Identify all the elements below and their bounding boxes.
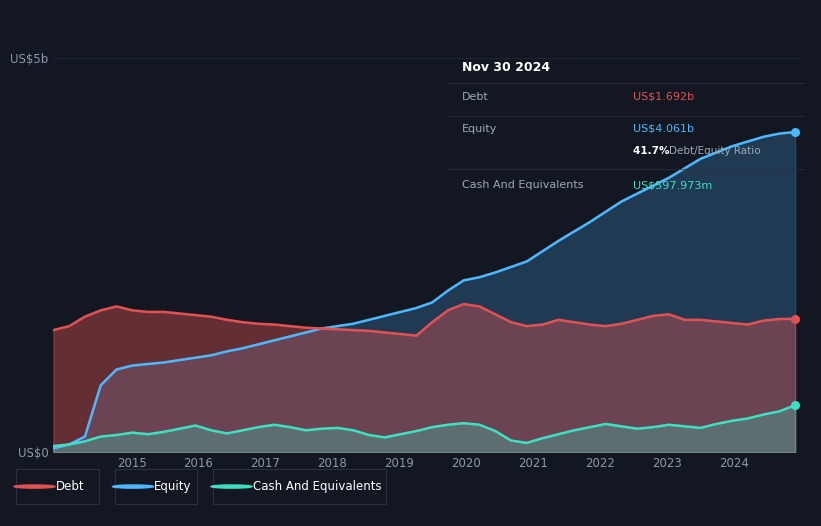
Text: Debt: Debt	[461, 92, 488, 102]
Text: Cash And Equivalents: Cash And Equivalents	[253, 480, 382, 493]
Text: Cash And Equivalents: Cash And Equivalents	[461, 180, 583, 190]
Text: Equity: Equity	[461, 124, 497, 134]
Point	[788, 401, 801, 409]
Text: Debt: Debt	[56, 480, 85, 493]
Text: Equity: Equity	[154, 480, 192, 493]
Text: Nov 30 2024: Nov 30 2024	[461, 62, 550, 74]
Point	[788, 315, 801, 323]
Text: US$597.973m: US$597.973m	[633, 180, 713, 190]
Point	[788, 128, 801, 136]
FancyBboxPatch shape	[213, 469, 386, 504]
Text: US$1.692b: US$1.692b	[633, 92, 695, 102]
Circle shape	[14, 485, 55, 488]
Circle shape	[112, 485, 154, 488]
Text: Debt/Equity Ratio: Debt/Equity Ratio	[669, 146, 760, 156]
Text: 41.7%: 41.7%	[633, 146, 673, 156]
Circle shape	[211, 485, 252, 488]
FancyBboxPatch shape	[115, 469, 197, 504]
Text: US$4.061b: US$4.061b	[633, 124, 694, 134]
FancyBboxPatch shape	[16, 469, 99, 504]
